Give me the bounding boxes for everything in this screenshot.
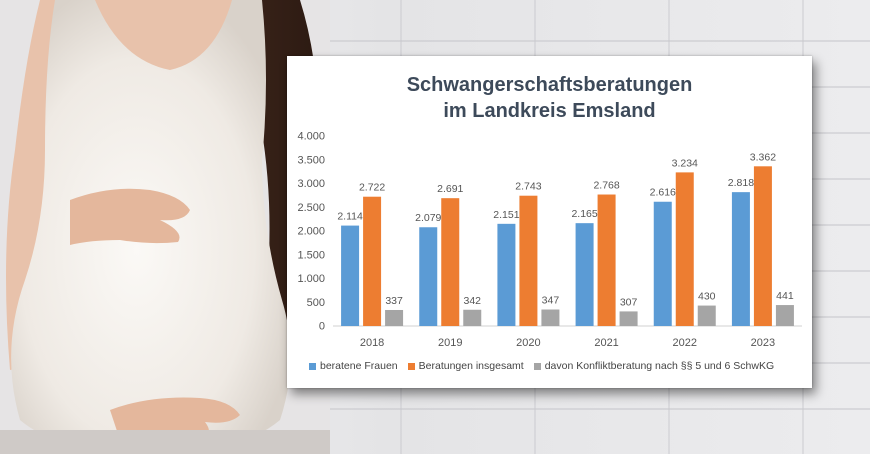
bar — [341, 225, 360, 326]
data-label: 2.114 — [337, 211, 363, 223]
y-tick-label: 4.000 — [297, 131, 325, 143]
y-tick-label: 3.000 — [297, 178, 325, 190]
pregnant-woman-photo — [0, 0, 330, 454]
y-tick-label: 1.000 — [297, 273, 325, 285]
legend-label-series1: beratene Frauen — [320, 360, 398, 372]
legend-label-series3: davon Konfliktberatung nach §§ 5 und 6 S… — [544, 360, 775, 372]
chart-title-line2: im Landkreis Emsland — [443, 100, 656, 122]
y-tick-label: 1.500 — [297, 249, 325, 261]
legend-swatch-series2 — [407, 362, 415, 370]
data-label: 307 — [620, 296, 638, 308]
legend-swatch-series3 — [533, 362, 541, 370]
bar — [575, 223, 594, 326]
bar-chart: 0 500 1.000 1.500 2.000 2.500 3.000 3.500 4.000 2… — [297, 131, 802, 349]
bar — [363, 196, 382, 326]
bar — [753, 166, 772, 326]
y-tick-label: 0 — [319, 321, 325, 333]
bar — [541, 309, 560, 326]
x-tick-label: 2020 — [516, 337, 540, 349]
data-label: 2.818 — [728, 177, 754, 189]
bar — [775, 305, 794, 326]
data-label: 2.691 — [437, 183, 463, 195]
chart-legend: beratene Frauen Beratungen insgesamt dav… — [309, 360, 809, 372]
bar — [653, 201, 672, 326]
x-tick-label: 2018 — [360, 337, 384, 349]
data-label: 2.743 — [515, 181, 541, 193]
bar — [463, 309, 482, 326]
data-label: 2.616 — [650, 187, 676, 199]
data-label: 337 — [385, 295, 403, 307]
y-tick-label: 500 — [307, 297, 325, 309]
bar — [731, 192, 750, 326]
data-label: 441 — [776, 290, 794, 302]
data-label: 347 — [542, 295, 560, 307]
x-tick-label: 2022 — [673, 337, 697, 349]
data-label: 3.234 — [672, 157, 698, 169]
bar — [385, 309, 404, 326]
bar — [675, 172, 694, 326]
bar — [419, 227, 438, 326]
legend-swatch-series1 — [309, 362, 316, 370]
chart-title: Schwangerschaftsberatungen im Landkreis … — [287, 72, 812, 124]
y-tick-label: 2.500 — [297, 202, 325, 214]
y-tick-label: 3.500 — [297, 154, 325, 166]
data-label: 2.165 — [571, 208, 597, 220]
chart-title-line1: Schwangerschaftsberatungen — [406, 74, 693, 96]
data-label: 3.362 — [750, 151, 776, 163]
bar — [697, 305, 716, 326]
data-label: 430 — [698, 291, 716, 303]
bar — [497, 223, 516, 326]
bar — [619, 311, 638, 326]
x-tick-label: 2021 — [594, 337, 618, 349]
x-tick-label: 2019 — [438, 337, 462, 349]
data-label: 2.079 — [415, 212, 441, 224]
legend-item-series1: beratene Frauen — [309, 360, 398, 372]
data-label: 2.151 — [493, 209, 519, 221]
x-tick-label: 2023 — [751, 337, 775, 349]
legend-item-series3: davon Konfliktberatung nach §§ 5 und 6 S… — [533, 360, 775, 372]
data-label: 2.768 — [593, 180, 619, 192]
bar — [441, 198, 460, 326]
legend-label-series2: Beratungen insgesamt — [418, 360, 524, 372]
y-tick-label: 2.000 — [297, 226, 325, 238]
bar — [597, 194, 616, 326]
bar — [519, 195, 538, 326]
legend-item-series2: Beratungen insgesamt — [407, 360, 524, 372]
chart-card: Schwangerschaftsberatungen im Landkreis … — [287, 56, 812, 388]
data-label: 342 — [463, 295, 481, 307]
data-label: 2.722 — [359, 182, 385, 194]
